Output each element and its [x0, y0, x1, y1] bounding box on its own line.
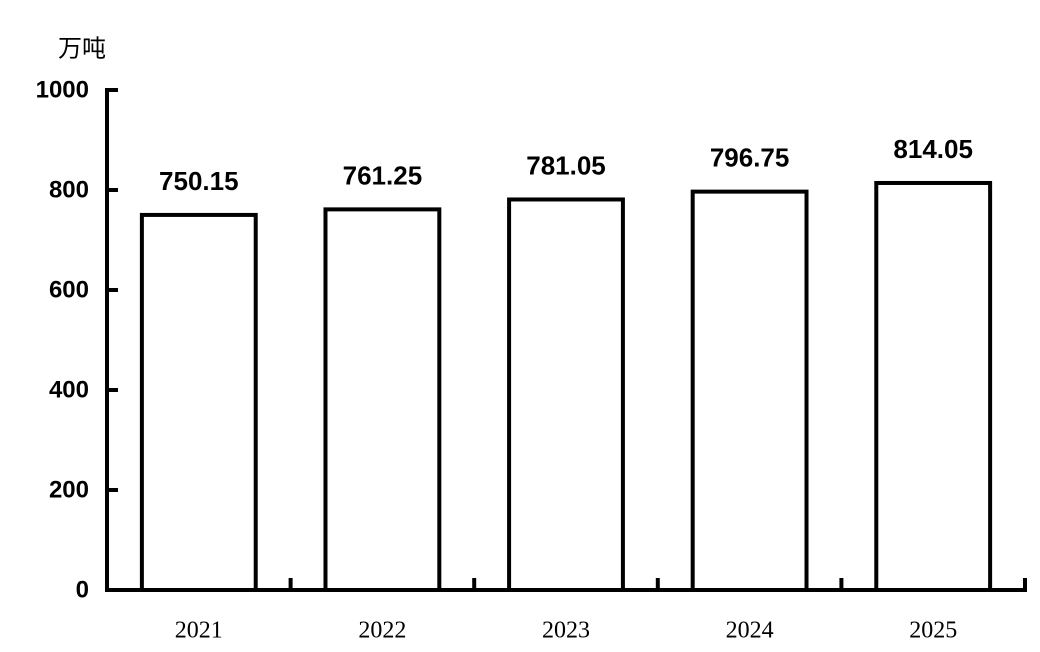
x-tick-label: 2021 — [175, 618, 223, 644]
x-tick-label: 2025 — [909, 618, 957, 644]
bar — [874, 180, 993, 592]
y-axis-label: 万吨 — [58, 35, 106, 63]
x-tick-label: 2023 — [542, 618, 590, 644]
value-label: 814.05 — [893, 134, 973, 164]
y-tick-label: 600 — [49, 276, 89, 303]
bar — [690, 189, 809, 592]
value-label: 750.15 — [159, 166, 239, 196]
value-label: 761.25 — [343, 160, 423, 190]
bar — [323, 207, 442, 592]
y-tick-label: 1000 — [36, 76, 89, 103]
bar — [139, 212, 258, 593]
y-tick-label: 400 — [49, 376, 89, 403]
bar — [507, 197, 625, 592]
y-tick-label: 200 — [49, 476, 89, 503]
y-tick-label: 0 — [76, 576, 89, 603]
value-label: 781.05 — [526, 150, 606, 180]
y-tick-label: 800 — [49, 176, 89, 203]
x-tick-label: 2024 — [726, 618, 774, 644]
x-tick-label: 2022 — [358, 618, 406, 644]
value-label: 796.75 — [710, 143, 790, 173]
